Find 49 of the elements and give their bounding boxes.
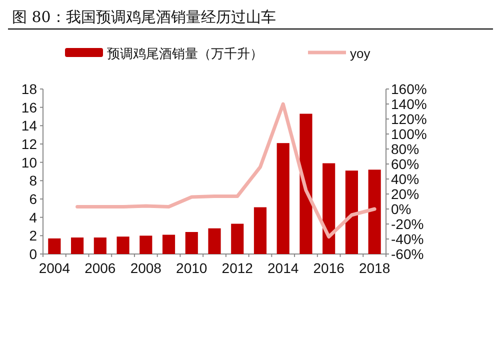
x-tick-label: 2014 <box>268 260 299 276</box>
y-tick-label: 10 <box>21 154 38 170</box>
bar <box>300 114 312 254</box>
x-tick-label: 2010 <box>176 260 208 276</box>
y2-tick-label: -40% <box>391 231 424 247</box>
y2-tick-label: 160% <box>391 81 427 97</box>
bar <box>162 234 176 254</box>
bar <box>231 224 244 254</box>
bar <box>208 228 221 254</box>
y2-tick-label: 80% <box>391 141 420 157</box>
chart-title: 图 80：我国预调鸡尾酒销量经历过山车 <box>12 8 276 26</box>
y-tick-label: 16 <box>21 99 38 116</box>
y2-tick-label: 40% <box>391 171 420 187</box>
legend-label: yoy <box>350 46 371 61</box>
bar <box>116 236 130 254</box>
bar <box>48 238 61 254</box>
x-tick-label: 2004 <box>38 260 70 276</box>
y2-tick-label: 60% <box>391 156 420 172</box>
y2-tick-label: 100% <box>391 126 427 142</box>
y-tick-label: 18 <box>21 81 38 97</box>
bar <box>276 143 290 254</box>
y-tick-label: 6 <box>29 191 38 207</box>
x-tick-label: 2016 <box>313 260 345 276</box>
y-tick-label: 8 <box>29 172 38 189</box>
bar <box>140 236 152 254</box>
y2-tick-label: 120% <box>391 111 427 127</box>
legend-label: 预调鸡尾酒销量（万千升） <box>107 46 263 61</box>
x-tick-label: 2012 <box>222 260 254 276</box>
y-tick-label: 2 <box>29 228 38 244</box>
y2-tick-label: 140% <box>391 96 427 112</box>
line-series <box>76 102 376 238</box>
bar <box>254 207 267 254</box>
bar <box>71 238 84 254</box>
bar <box>94 238 106 254</box>
y-tick-label: 12 <box>21 136 38 152</box>
y2-tick-label: -20% <box>391 216 424 232</box>
y-tick-label: 14 <box>21 118 38 134</box>
x-tick-label: 2006 <box>84 260 116 276</box>
bar <box>345 170 358 254</box>
y-tick-label: 0 <box>29 246 38 262</box>
y2-tick-label: 20% <box>391 186 420 202</box>
x-tick-label: 2008 <box>130 260 162 276</box>
y2-tick-label: -60% <box>391 246 424 262</box>
bar <box>368 170 381 254</box>
bar <box>185 232 198 254</box>
x-tick-label: 2018 <box>358 260 390 276</box>
bar <box>322 163 336 254</box>
y2-tick-label: 0% <box>391 201 412 217</box>
y-tick-label: 4 <box>29 209 38 226</box>
